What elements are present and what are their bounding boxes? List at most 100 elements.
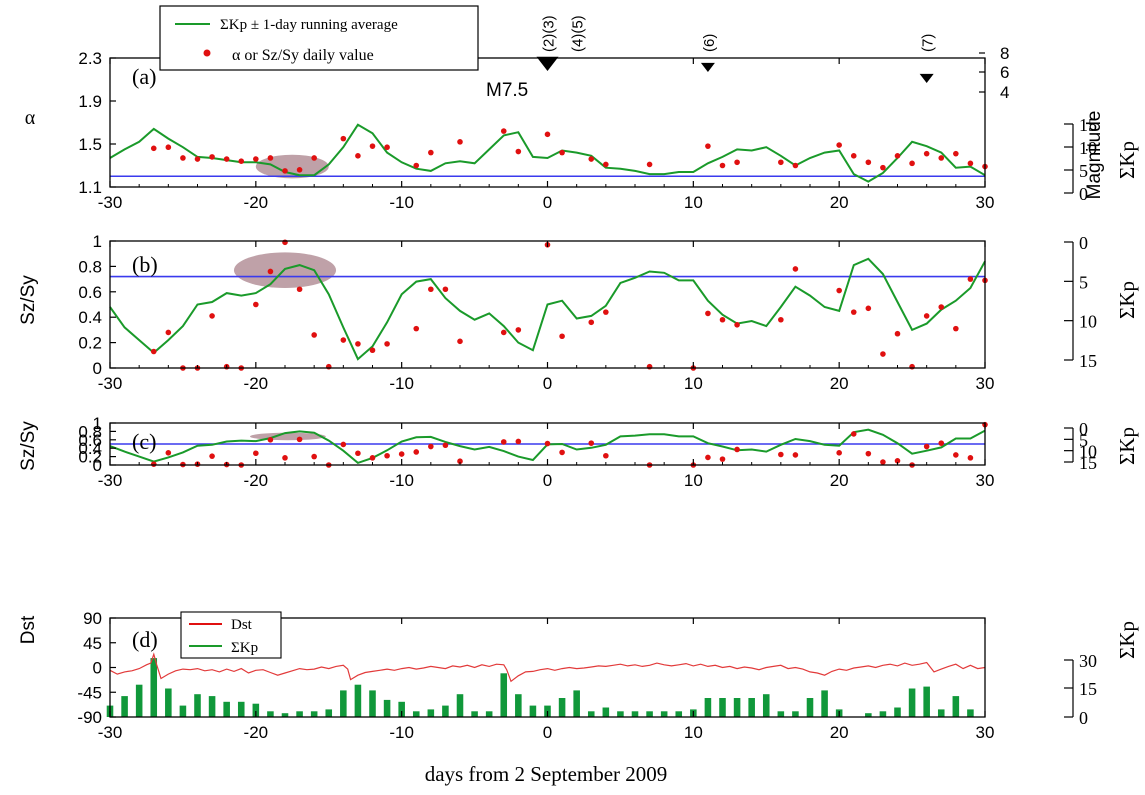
pc-ytick-label: 0.8	[78, 422, 102, 441]
panel-a-events: (2)(3) (4)(5) (6) (7)	[536, 15, 937, 83]
pc-dot	[369, 455, 376, 461]
kp-bar	[792, 711, 799, 717]
pa-dot	[792, 162, 799, 169]
pb-dot	[792, 266, 799, 272]
kp-bar	[237, 701, 245, 717]
pb-xtick-label: -30	[98, 374, 123, 393]
kp-bar	[894, 707, 901, 717]
earthquake-marker-icon	[700, 62, 715, 72]
pc-dot	[559, 449, 565, 456]
pc-dot	[836, 450, 842, 456]
kp-bar	[660, 711, 668, 717]
pc-dot	[865, 450, 872, 457]
pc-dot	[515, 438, 522, 445]
kp-bar	[602, 707, 610, 717]
kp-bar	[267, 711, 274, 717]
pc-dot	[398, 451, 405, 457]
pb-xtick-label: 0	[543, 374, 552, 393]
pc-xtick-label: -20	[244, 471, 269, 490]
panel-d-dst-line	[109, 652, 986, 683]
pd-xtick-label: 0	[543, 723, 552, 742]
kp-bar	[762, 694, 770, 717]
legend-dot-label: α or Sz/Sy daily value	[232, 47, 374, 64]
kp-bar	[281, 713, 289, 717]
kp-bar	[806, 698, 814, 717]
pb-dot	[267, 268, 274, 275]
legend-d-dst-label: Dst	[231, 617, 253, 633]
kp-bar	[340, 690, 347, 717]
pd-xtick-label: 10	[684, 723, 703, 742]
pb-dot	[719, 316, 726, 323]
pa-dot	[836, 142, 842, 148]
kp-bar	[165, 688, 172, 717]
pd-ytick-label: 45	[83, 634, 102, 653]
pc-dot	[719, 456, 726, 462]
earthquake-marker-icon	[919, 73, 934, 83]
event-label: (4)(5)	[570, 15, 587, 52]
pc-dot	[544, 440, 551, 447]
panel-a: (2)(3) (4)(5) (6) (7) -30 -20 -10 0 10 20 30 1.11…	[25, 15, 1139, 212]
kp-bar	[179, 705, 187, 717]
pa-dot	[209, 154, 215, 160]
panel-a-highlight-ellipse	[255, 154, 329, 179]
kp-bar	[354, 684, 362, 717]
pa-dot	[165, 144, 172, 151]
pb-xtick-label: -20	[244, 374, 269, 393]
panel-a-x-ticks: -30 -20 -10 0 10 20 30	[98, 58, 994, 212]
panel-a-kp-axis: 15 10 5 0	[1064, 115, 1097, 204]
pb-dot	[588, 319, 595, 326]
pc-dot	[267, 437, 274, 443]
kp-bar	[369, 690, 376, 717]
pa-xtick-label: 10	[684, 193, 703, 212]
pd-xtick-label: -20	[244, 723, 269, 742]
pc-dot	[384, 452, 390, 459]
pc-kp-tick-label: 0	[1079, 419, 1088, 439]
pd-ytick-label: 0	[93, 659, 102, 678]
pc-dot	[457, 458, 463, 465]
pc-dot	[894, 458, 901, 464]
legend-d-kp-label: ΣKp	[231, 640, 258, 656]
kp-bar	[325, 709, 333, 717]
pc-dot	[165, 450, 172, 456]
pa-dot	[646, 161, 653, 168]
pb-dot	[953, 325, 959, 332]
event-label: (7)	[920, 34, 937, 52]
pa-dot	[719, 162, 726, 169]
kp-bar	[967, 709, 974, 717]
pd-xtick-label: 20	[830, 723, 849, 742]
kp-bar	[748, 698, 755, 717]
kp-bar	[412, 711, 420, 717]
pa-dot	[253, 156, 259, 162]
pb-dot	[209, 313, 215, 319]
panel-b-kp-axis: 0 5 10 15	[1064, 233, 1097, 371]
pb-dot	[850, 309, 857, 315]
pa-ytick-label: 2.3	[78, 49, 102, 68]
pb-kp-tick-label: 0	[1079, 233, 1088, 253]
pa-dot	[588, 156, 595, 162]
kp-bar	[485, 711, 493, 717]
panel-d-y-label: Dst	[18, 615, 39, 644]
pa-dot	[778, 159, 784, 166]
pc-dot	[953, 452, 959, 458]
pa-dot	[865, 159, 872, 166]
kp-bar	[121, 696, 128, 717]
pc-kp-tick-label: 15	[1079, 453, 1097, 473]
pb-dot	[413, 325, 420, 332]
pb-dot	[836, 287, 842, 294]
panel-c-y-label: Sz/Sy	[18, 421, 39, 471]
pa-dot	[559, 149, 565, 156]
legend-top: ΣKp ± 1-day running average α or Sz/Sy d…	[159, 5, 479, 71]
panel-b-y-label: Sz/Sy	[18, 275, 39, 325]
pd-ytick-label: -90	[77, 708, 102, 727]
kp-bar	[223, 701, 230, 717]
pa-dot	[734, 159, 740, 166]
pa-dot	[705, 143, 711, 149]
panel-a-kp-axis-label: ΣKp	[1115, 141, 1139, 179]
pb-dot	[559, 333, 565, 340]
kp-bar	[150, 658, 158, 717]
pc-dot	[253, 450, 259, 457]
pc-dot	[311, 453, 317, 460]
pa-dot	[909, 160, 915, 167]
pa-xtick-label: 0	[543, 193, 552, 212]
